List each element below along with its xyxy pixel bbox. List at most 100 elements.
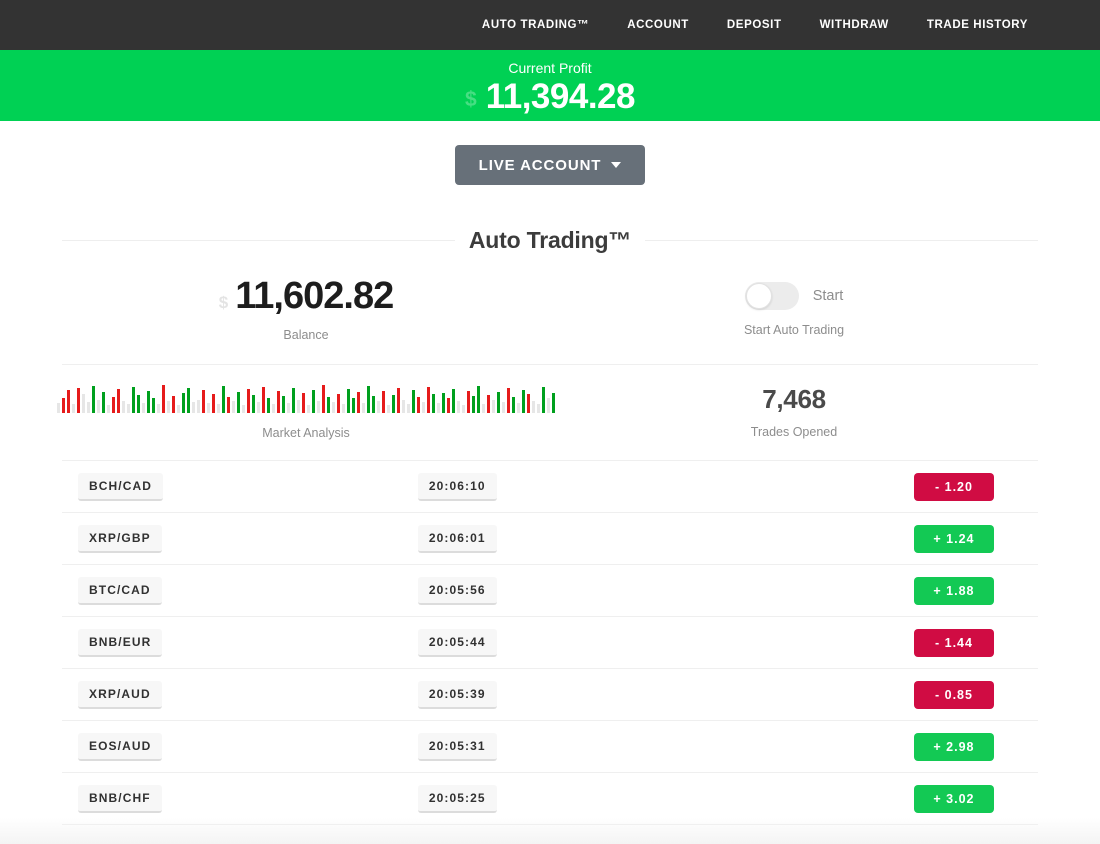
market-analysis-bar bbox=[222, 386, 225, 413]
market-analysis-bar bbox=[382, 391, 385, 413]
trade-amount-cell: + 1.24 bbox=[758, 524, 1022, 553]
market-analysis-bar bbox=[442, 393, 445, 413]
market-analysis-bar bbox=[362, 403, 365, 413]
market-analysis-bar bbox=[77, 388, 80, 413]
market-analysis-bar bbox=[277, 391, 280, 413]
trade-pair-cell: XRP/AUD bbox=[78, 680, 418, 709]
trade-time-cell: 20:05:56 bbox=[417, 576, 758, 605]
section-header: Auto Trading™ bbox=[62, 227, 1038, 254]
market-analysis-bar bbox=[292, 388, 295, 413]
market-analysis-bar bbox=[82, 394, 85, 413]
nav-withdraw[interactable]: WITHDRAW bbox=[819, 19, 889, 31]
market-analysis-bar bbox=[122, 401, 125, 413]
market-analysis-bar bbox=[477, 386, 480, 413]
balance-caption: Balance bbox=[283, 327, 329, 342]
market-analysis-bar bbox=[487, 395, 490, 413]
trade-time: 20:05:56 bbox=[417, 576, 497, 605]
market-analysis-bar bbox=[247, 389, 250, 413]
table-row[interactable]: XRP/AUD 20:05:39 - 0.85 bbox=[62, 669, 1038, 721]
trade-time-cell: 20:05:39 bbox=[417, 680, 758, 709]
divider-right bbox=[645, 240, 1038, 241]
trade-time-cell: 20:06:01 bbox=[417, 524, 758, 553]
market-analysis-bar bbox=[457, 401, 460, 413]
market-analysis-bar bbox=[127, 404, 130, 413]
market-analysis-bar bbox=[182, 393, 185, 413]
market-analysis-bar bbox=[187, 388, 190, 413]
table-row[interactable]: BTC/CAD 20:05:56 + 1.88 bbox=[62, 565, 1038, 617]
market-analysis-bar bbox=[462, 405, 465, 413]
market-analysis-bar bbox=[282, 396, 285, 413]
market-analysis-bar bbox=[162, 385, 165, 413]
nav-deposit[interactable]: DEPOSIT bbox=[726, 19, 782, 31]
market-analysis-bar bbox=[387, 405, 390, 413]
table-row[interactable]: BNB/EUR 20:05:44 - 1.44 bbox=[62, 617, 1038, 669]
market-analysis-bar bbox=[87, 402, 90, 413]
market-analysis-bar bbox=[237, 392, 240, 413]
market-analysis-bar bbox=[112, 397, 115, 413]
market-analysis-bar bbox=[172, 396, 175, 413]
market-analysis-chart bbox=[57, 385, 555, 413]
toggle-state-label: Start bbox=[812, 287, 844, 304]
trade-time: 20:05:39 bbox=[417, 680, 497, 709]
market-analysis-bar bbox=[432, 394, 435, 413]
trade-pair-cell: EOS/AUD bbox=[78, 732, 418, 761]
balance-currency-symbol: $ bbox=[218, 292, 229, 312]
trade-time: 20:05:44 bbox=[417, 628, 497, 657]
table-row[interactable]: BCH/CAD 20:06:10 - 1.20 bbox=[62, 461, 1038, 513]
trade-time: 20:06:10 bbox=[417, 472, 497, 501]
market-analysis-bar bbox=[452, 389, 455, 413]
market-analysis-bar bbox=[522, 390, 525, 413]
nav-account[interactable]: ACCOUNT bbox=[627, 19, 689, 31]
market-analysis-bar bbox=[147, 391, 150, 413]
market-analysis-bar bbox=[527, 394, 530, 413]
market-analysis-bar bbox=[412, 390, 415, 413]
trade-amount-cell: - 1.44 bbox=[758, 628, 1022, 657]
market-analysis-bar bbox=[192, 402, 195, 413]
market-analysis-bar bbox=[157, 404, 160, 413]
market-analysis-bar bbox=[102, 392, 105, 413]
market-analysis-bar bbox=[472, 396, 475, 413]
trade-pair-cell: BNB/CHF bbox=[78, 784, 418, 813]
table-row[interactable]: BNB/CHF 20:05:25 + 3.02 bbox=[62, 773, 1038, 825]
market-analysis-bar bbox=[267, 398, 270, 413]
market-analysis-bar bbox=[542, 387, 545, 413]
trade-amount-cell: + 1.88 bbox=[758, 576, 1022, 605]
trade-time: 20:05:25 bbox=[417, 784, 497, 813]
market-analysis-bar bbox=[67, 390, 70, 413]
market-analysis-bar bbox=[367, 386, 370, 413]
market-analysis-bar bbox=[547, 398, 550, 413]
page-title: Auto Trading™ bbox=[468, 227, 632, 253]
live-account-dropdown-button[interactable]: LIVE ACCOUNT bbox=[454, 145, 646, 185]
balance-value: 11,602.82 bbox=[235, 274, 394, 317]
market-analysis-bar bbox=[417, 397, 420, 413]
market-analysis-bar bbox=[212, 394, 215, 413]
auto-trading-toggle[interactable] bbox=[744, 281, 799, 310]
market-analysis-bar bbox=[72, 404, 75, 413]
chevron-down-icon bbox=[611, 162, 622, 168]
market-analysis-bar bbox=[512, 397, 515, 413]
market-analysis-bar bbox=[137, 395, 140, 413]
market-analysis-bar bbox=[357, 392, 360, 413]
market-analysis-bar bbox=[217, 404, 220, 413]
table-row[interactable]: XRP/GBP 20:06:01 + 1.24 bbox=[62, 513, 1038, 565]
market-analysis-bar bbox=[402, 400, 405, 413]
market-analysis-bar bbox=[197, 400, 200, 413]
market-analysis-bar bbox=[142, 403, 145, 413]
market-analysis-bar bbox=[117, 389, 120, 413]
market-analysis-bar bbox=[132, 387, 135, 413]
nav-trade-history[interactable]: TRADE HISTORY bbox=[926, 19, 1028, 31]
divider-left bbox=[62, 240, 455, 241]
trade-time: 20:06:01 bbox=[417, 524, 497, 553]
trade-amount-cell: + 2.98 bbox=[758, 732, 1022, 761]
market-analysis-bar bbox=[372, 396, 375, 413]
market-analysis-bar bbox=[392, 395, 395, 413]
market-analysis-bar bbox=[437, 403, 440, 413]
trades-opened-cell: 7,468 Trades Opened bbox=[550, 365, 1038, 460]
market-analysis-bar bbox=[497, 392, 500, 413]
nav-auto-trading[interactable]: AUTO TRADING™ bbox=[481, 19, 590, 31]
trade-list: BCH/CAD 20:06:10 - 1.20 XRP/GBP 20:06:01 + 1.… bbox=[62, 461, 1038, 825]
table-row[interactable]: EOS/AUD 20:05:31 + 2.98 bbox=[62, 721, 1038, 773]
market-analysis-bar bbox=[427, 387, 430, 413]
balance-stats-row: $ 11,602.82 Balance Start Start Auto Tra… bbox=[62, 254, 1038, 365]
status-badge: - 1.20 bbox=[913, 472, 994, 501]
